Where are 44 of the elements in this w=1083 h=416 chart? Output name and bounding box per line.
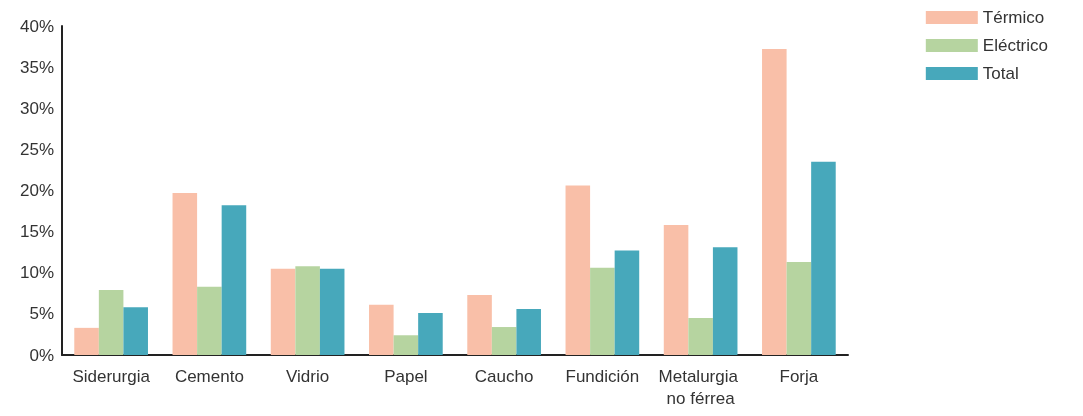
- x-tick-label: Cemento: [174, 366, 244, 386]
- bar: [418, 313, 443, 355]
- bar: [688, 317, 713, 355]
- bar: [590, 267, 615, 355]
- bar: [172, 192, 198, 355]
- bar: [614, 250, 640, 355]
- bar: [491, 327, 517, 355]
- y-tick-label: 30%: [19, 98, 54, 118]
- x-tick-label: Metalurgia no férrea: [658, 366, 743, 408]
- bar: [295, 266, 320, 355]
- x-tick-label: Caucho: [474, 366, 534, 386]
- bar: [369, 304, 394, 355]
- y-tick-label: 15%: [19, 222, 54, 242]
- x-tick-label: Papel: [384, 366, 428, 386]
- bar: [123, 307, 148, 355]
- bar: [197, 286, 222, 355]
- bar: [762, 49, 787, 355]
- y-tick-label: 5%: [29, 304, 54, 324]
- legend-label: Total: [982, 64, 1019, 83]
- bar: [663, 225, 689, 355]
- x-tick-label: Siderurgia: [72, 366, 151, 386]
- bar: [74, 327, 99, 355]
- y-tick-label: 20%: [19, 181, 54, 200]
- bar: [467, 294, 492, 355]
- bar: [393, 335, 419, 355]
- y-tick-label: 25%: [19, 139, 54, 159]
- y-tick-label: 10%: [19, 263, 54, 283]
- bar: [319, 268, 345, 355]
- bar: [98, 290, 124, 355]
- y-tick-label: 0%: [29, 345, 54, 365]
- x-tick-label: Fundición: [565, 366, 640, 386]
- x-tick-label: Forja: [779, 366, 819, 386]
- bar: [270, 268, 296, 355]
- y-tick-label: 40%: [19, 16, 54, 36]
- bar: [565, 185, 591, 355]
- legend-label: Eléctrico: [982, 36, 1048, 55]
- x-tick-label: Vidrio: [286, 366, 330, 386]
- bar: [221, 205, 247, 355]
- bar: [811, 161, 836, 355]
- bar: [516, 308, 541, 355]
- bar: [712, 247, 738, 355]
- bar: [786, 262, 812, 355]
- legend-label: Térmico: [982, 8, 1045, 27]
- y-tick-label: 35%: [19, 57, 54, 77]
